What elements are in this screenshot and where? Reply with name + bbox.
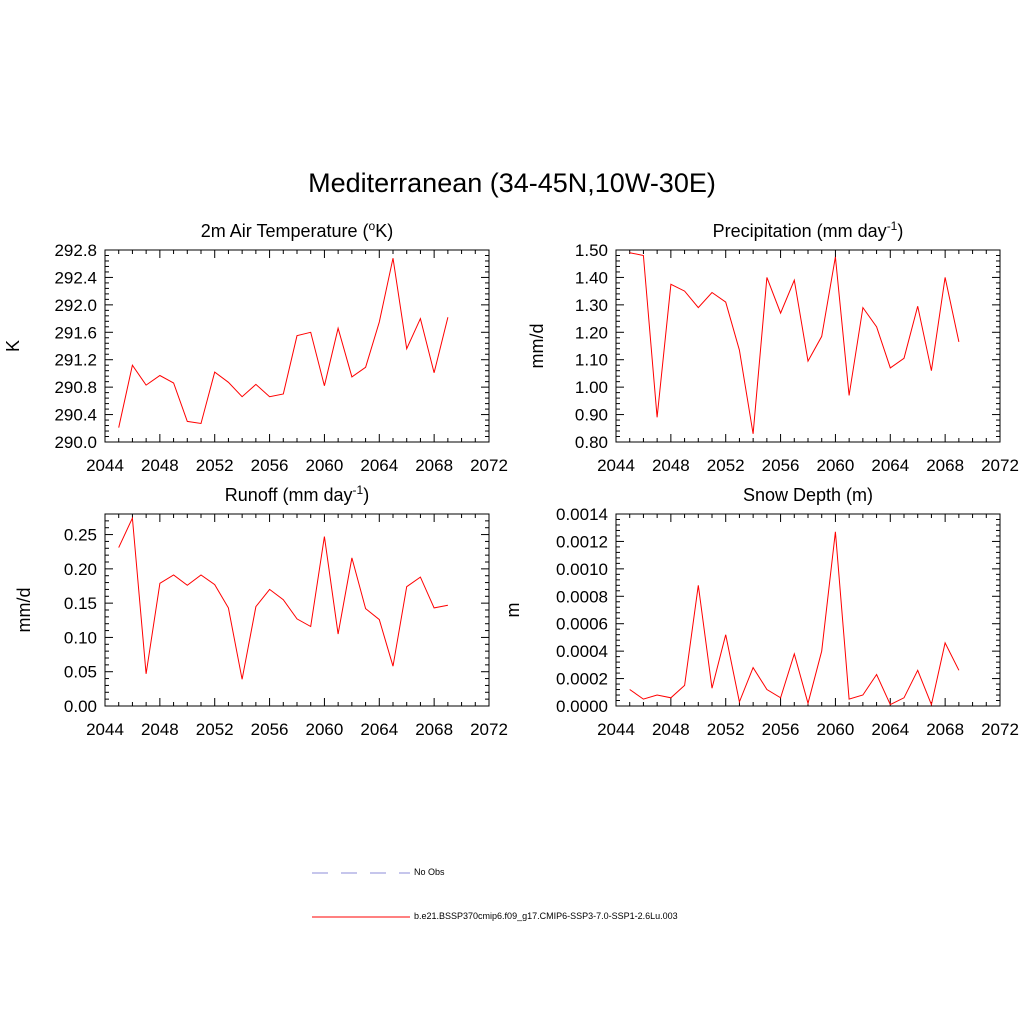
- x-tick-label: 2052: [196, 720, 234, 739]
- y-tick-label: 290.0: [54, 433, 97, 452]
- y-tick-label: 0.80: [575, 433, 608, 452]
- x-tick-label: 2068: [415, 456, 453, 475]
- y-tick-label: 0.0000: [556, 697, 608, 716]
- y-tick-label: 291.6: [54, 323, 97, 342]
- x-tick-label: 2056: [762, 456, 800, 475]
- x-tick-label: 2052: [707, 456, 745, 475]
- x-tick-label: 2072: [981, 720, 1019, 739]
- y-tick-label: 290.4: [54, 406, 97, 425]
- legend-label-no-obs: No Obs: [414, 867, 445, 877]
- y-tick-label: 0.25: [64, 526, 97, 545]
- y-tick-label: 1.20: [575, 323, 608, 342]
- x-tick-label: 2072: [470, 720, 508, 739]
- y-axis-label: m: [503, 603, 523, 618]
- x-tick-label: 2060: [817, 720, 855, 739]
- legend-label-simulation: b.e21.BSSP370cmip6.f09_g17.CMIP6-SSP3-7.…: [414, 911, 678, 921]
- y-tick-label: 0.10: [64, 628, 97, 647]
- x-tick-label: 2068: [926, 720, 964, 739]
- x-tick-label: 2072: [470, 456, 508, 475]
- series-line: [629, 252, 960, 434]
- panel-title: 2m Air Temperature (oK): [201, 219, 393, 241]
- page-title: Mediterranean (34-45N,10W-30E): [308, 168, 716, 198]
- y-tick-label: 0.20: [64, 560, 97, 579]
- y-tick-label: 1.30: [575, 296, 608, 315]
- x-tick-label: 2056: [251, 456, 289, 475]
- y-tick-label: 0.15: [64, 594, 97, 613]
- x-tick-label: 2064: [871, 456, 909, 475]
- y-tick-label: 0.90: [575, 406, 608, 425]
- y-tick-label: 290.8: [54, 378, 97, 397]
- legend-solid-line-icon: [312, 916, 410, 918]
- chart-panel-1: 2044 2048 2052 2056 2060 2064 2068 2072 290.0 290…: [3, 219, 508, 475]
- y-tick-label: 1.10: [575, 351, 608, 370]
- x-tick-label: 2044: [86, 720, 124, 739]
- legend-item-no-obs: No Obs: [310, 866, 445, 880]
- y-tick-label: 292.0: [54, 296, 97, 315]
- plot-frame: [615, 513, 1001, 707]
- x-tick-label: 2044: [86, 456, 124, 475]
- chart-panel-3: 2044 2048 2052 2056 2060 2064 2068 2072 0.00 0.05…: [14, 483, 508, 739]
- x-tick-label: 2056: [251, 720, 289, 739]
- legend-item-simulation: b.e21.BSSP370cmip6.f09_g17.CMIP6-SSP3-7.…: [310, 910, 678, 924]
- y-tick-label: 0.0012: [556, 532, 608, 551]
- x-tick-label: 2044: [597, 720, 635, 739]
- plot-frame: [104, 513, 490, 707]
- y-tick-label: 0.0008: [556, 587, 608, 606]
- y-tick-label: 1.40: [575, 268, 608, 287]
- x-tick-label: 2056: [762, 720, 800, 739]
- y-axis-label: K: [3, 340, 23, 352]
- series-line: [118, 258, 449, 428]
- plot-frame: [615, 249, 1001, 443]
- y-tick-label: 0.05: [64, 663, 97, 682]
- x-tick-label: 2060: [817, 456, 855, 475]
- x-tick-label: 2064: [360, 456, 398, 475]
- y-axis-label: mm/d: [527, 324, 547, 369]
- panel-title: Snow Depth (m): [743, 485, 873, 505]
- y-axis-label: mm/d: [14, 588, 34, 633]
- x-tick-label: 2068: [926, 456, 964, 475]
- y-tick-label: 0.00: [64, 697, 97, 716]
- y-tick-label: 0.0002: [556, 670, 608, 689]
- series-line: [629, 531, 960, 707]
- chart-panel-2: 2044 2048 2052 2056 2060 2064 2068 2072 0.80 0.90…: [527, 219, 1019, 475]
- y-tick-label: 1.50: [575, 241, 608, 260]
- plot-frame: [104, 249, 490, 443]
- x-tick-label: 2052: [196, 456, 234, 475]
- panel-title: Runoff (mm day-1): [225, 483, 369, 505]
- y-tick-label: 0.0004: [556, 642, 608, 661]
- x-tick-label: 2048: [141, 720, 179, 739]
- y-tick-label: 0.0014: [556, 505, 608, 524]
- x-tick-label: 2048: [141, 456, 179, 475]
- panel-title: Precipitation (mm day-1): [713, 219, 904, 241]
- x-tick-label: 2068: [415, 720, 453, 739]
- y-tick-label: 1.00: [575, 378, 608, 397]
- series-line: [118, 516, 448, 680]
- x-tick-label: 2064: [871, 720, 909, 739]
- x-tick-label: 2064: [360, 720, 398, 739]
- y-tick-label: 292.8: [54, 241, 97, 260]
- x-tick-label: 2048: [652, 456, 690, 475]
- y-tick-label: 0.0010: [556, 560, 608, 579]
- y-tick-label: 291.2: [54, 351, 97, 370]
- x-tick-label: 2044: [597, 456, 635, 475]
- x-tick-label: 2072: [981, 456, 1019, 475]
- x-tick-label: 2060: [306, 456, 344, 475]
- x-tick-label: 2052: [707, 720, 745, 739]
- chart-panel-4: 2044 2048 2052 2056 2060 2064 2068 2072 0.0000 0.…: [503, 485, 1019, 739]
- y-tick-label: 292.4: [54, 268, 97, 287]
- y-tick-label: 0.0006: [556, 615, 608, 634]
- x-tick-label: 2048: [652, 720, 690, 739]
- x-tick-label: 2060: [306, 720, 344, 739]
- legend-dash-line-icon: [312, 872, 410, 874]
